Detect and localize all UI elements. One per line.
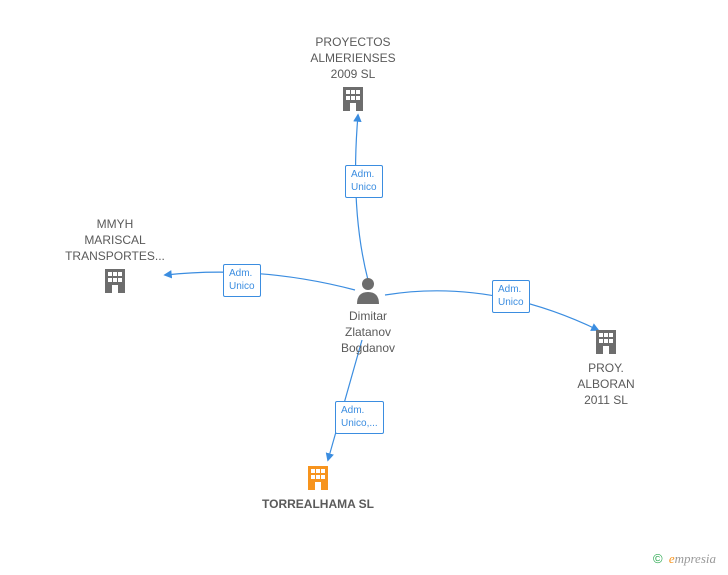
- building-icon: [100, 265, 130, 295]
- company-label: PROYECTOSALMERIENSES2009 SL: [283, 34, 423, 83]
- center-person-label: Dimitar Zlatanov Bogdanov: [328, 308, 408, 357]
- person-icon: [355, 276, 381, 304]
- edge-label-right: Adm. Unico: [492, 280, 530, 313]
- company-node-bottom[interactable]: TORREALHAMA SL: [248, 462, 388, 512]
- network-diagram: Dimitar Zlatanov Bogdanov PROYECTOSALMER…: [0, 0, 728, 575]
- center-person-node[interactable]: Dimitar Zlatanov Bogdanov: [328, 276, 408, 357]
- company-node-right[interactable]: PROY.ALBORAN2011 SL: [536, 326, 676, 409]
- company-node-top[interactable]: PROYECTOSALMERIENSES2009 SL: [283, 30, 423, 113]
- building-icon: [303, 462, 333, 492]
- building-icon: [591, 326, 621, 356]
- brand-rest: mpresia: [675, 551, 716, 566]
- copyright-symbol: ©: [653, 551, 663, 566]
- edge-label-top: Adm. Unico: [345, 165, 383, 198]
- edge-bottom: [328, 340, 362, 460]
- company-label: TORREALHAMA SL: [248, 496, 388, 512]
- company-node-left[interactable]: MMYHMARISCALTRANSPORTES...: [45, 212, 185, 295]
- building-icon: [338, 83, 368, 113]
- watermark: © empresia: [653, 551, 716, 567]
- company-label: MMYHMARISCALTRANSPORTES...: [45, 216, 185, 265]
- company-label: PROY.ALBORAN2011 SL: [536, 360, 676, 409]
- edge-label-bottom: Adm. Unico,...: [335, 401, 384, 434]
- edge-label-left: Adm. Unico: [223, 264, 261, 297]
